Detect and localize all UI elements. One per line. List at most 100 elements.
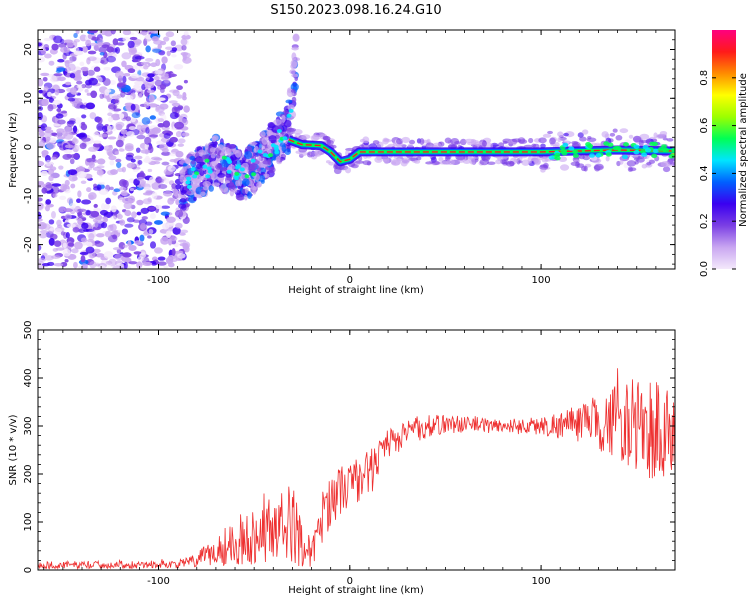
heatmap-cell xyxy=(123,73,131,77)
heatmap-cell xyxy=(92,226,101,231)
heatmap-cell xyxy=(114,70,125,79)
heatmap-cell xyxy=(73,261,78,269)
heatmap-cell xyxy=(134,240,143,245)
heatmap-cell xyxy=(204,158,210,163)
heatmap-cell xyxy=(59,195,67,201)
heatmap-cell xyxy=(431,161,440,165)
snr-xlabel: Height of straight line (km) xyxy=(288,585,424,596)
heatmap-cell xyxy=(57,76,66,82)
heatmap-cell xyxy=(88,146,98,152)
heatmap-cell xyxy=(627,166,633,172)
heatmap-cell xyxy=(589,153,596,158)
heatmap-cell xyxy=(362,136,370,144)
heatmap-cell xyxy=(79,104,86,109)
snr-panel: -100 0 100 0 100 200 300 400 500 Height of strai… xyxy=(8,320,676,596)
heatmap-cell xyxy=(531,155,539,161)
heatmap-cell xyxy=(141,251,146,256)
colorbar-tick-label: 0.0 xyxy=(699,261,710,277)
heatmap-cell xyxy=(182,92,187,99)
heatmap-cell xyxy=(166,50,171,57)
heatmap-cell xyxy=(651,153,658,159)
heatmap-cell xyxy=(169,111,179,120)
heatmap-cell xyxy=(354,160,365,164)
heatmap-cell xyxy=(186,184,192,189)
heatmap-cell xyxy=(639,133,650,140)
heatmap-cell xyxy=(171,102,181,107)
heatmap-cell xyxy=(288,108,294,113)
heatmap-cell xyxy=(160,211,170,216)
heatmap-cell xyxy=(67,97,76,102)
heatmap-cell xyxy=(172,89,180,97)
heatmap-cell xyxy=(43,37,52,42)
heatmap-cell xyxy=(251,162,256,171)
heatmap-cell xyxy=(112,234,118,240)
heatmap-cell xyxy=(50,156,57,161)
heatmap-cell xyxy=(148,206,156,211)
heatmap-cell xyxy=(76,198,81,204)
snr-xtick-label: -100 xyxy=(147,576,170,587)
heatmap-cell xyxy=(104,230,112,238)
heatmap-cell xyxy=(628,134,634,139)
heatmap-cell xyxy=(122,197,132,204)
heatmap-cell xyxy=(282,136,288,141)
heatmap-cell xyxy=(153,75,160,81)
heatmap-cell xyxy=(239,167,245,172)
heatmap-cell xyxy=(195,157,204,163)
heatmap-cell xyxy=(45,205,50,212)
heatmap-cell xyxy=(668,154,675,159)
heatmap-cell xyxy=(94,220,99,228)
heatmap-cell xyxy=(85,39,92,47)
heatmap-cell xyxy=(160,176,167,180)
heatmap-cell xyxy=(292,33,300,42)
spectrogram-xtick-label: 100 xyxy=(532,275,551,286)
heatmap-cell xyxy=(502,140,508,145)
heatmap-cell xyxy=(136,124,143,131)
heatmap-cell xyxy=(518,139,528,145)
heatmap-cell xyxy=(532,143,540,149)
heatmap-cell xyxy=(53,73,63,77)
heatmap-cell xyxy=(117,229,123,233)
heatmap-cell xyxy=(110,169,118,175)
heatmap-cell xyxy=(179,232,186,236)
heatmap-cell xyxy=(145,127,150,134)
heatmap-cell xyxy=(165,230,172,238)
heatmap-cell xyxy=(228,164,236,171)
heatmap-cell xyxy=(101,44,110,48)
heatmap-cell xyxy=(167,165,176,172)
heatmap-cell xyxy=(92,140,102,144)
heatmap-cell xyxy=(130,49,137,54)
heatmap-cell xyxy=(615,135,623,141)
heatmap-cell xyxy=(48,227,55,231)
spectrogram-ytick-label: -10 xyxy=(23,188,34,204)
heatmap-cell xyxy=(67,120,76,125)
heatmap-cell xyxy=(177,138,186,144)
heatmap-cell xyxy=(227,159,233,164)
heatmap-cell xyxy=(82,46,88,53)
heatmap-cell xyxy=(194,171,200,176)
heatmap-cell xyxy=(121,52,132,60)
heatmap-cell xyxy=(93,186,100,191)
heatmap-cell xyxy=(80,255,86,263)
heatmap-cell xyxy=(239,159,246,164)
heatmap-cell xyxy=(58,43,67,48)
heatmap-cell xyxy=(86,241,93,247)
heatmap-cell xyxy=(71,91,78,96)
heatmap-cell xyxy=(38,261,45,269)
heatmap-cell xyxy=(86,157,96,163)
heatmap-cell xyxy=(641,163,648,169)
heatmap-cell xyxy=(145,221,153,226)
heatmap-cell xyxy=(125,131,135,137)
heatmap-cell xyxy=(131,112,141,119)
heatmap-cell xyxy=(216,154,221,159)
heatmap-cell xyxy=(183,31,189,36)
heatmap-cell xyxy=(51,211,56,219)
heatmap-cell xyxy=(116,42,125,46)
heatmap-cell xyxy=(52,99,62,105)
heatmap-cell xyxy=(143,65,149,70)
heatmap-cell xyxy=(85,102,96,110)
heatmap-cell xyxy=(121,60,127,68)
heatmap-cell xyxy=(127,68,136,74)
heatmap-cell xyxy=(169,152,177,157)
heatmap-cell xyxy=(38,42,43,47)
heatmap-cell xyxy=(666,138,674,142)
